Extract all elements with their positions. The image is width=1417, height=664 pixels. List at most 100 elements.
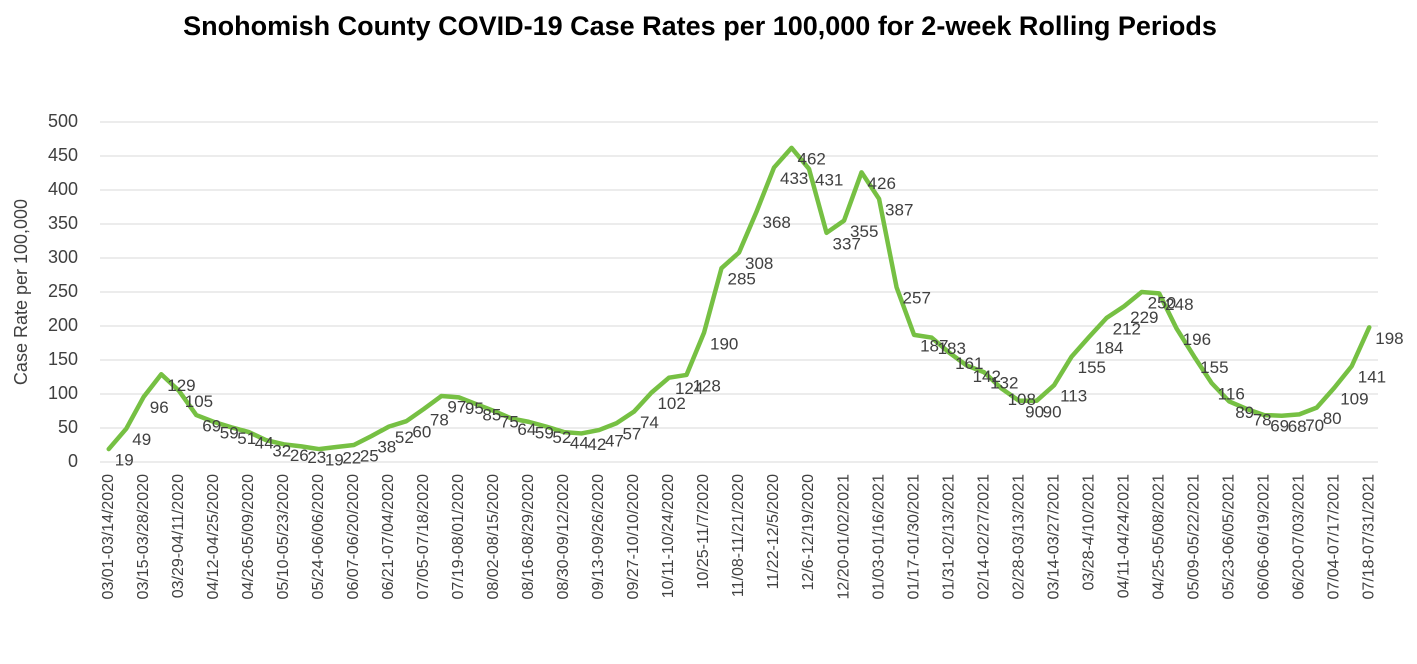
data-label: 285 [727, 270, 755, 289]
data-label: 229 [1130, 308, 1158, 327]
x-tick-label: 06/21-07/04/2020 [380, 474, 397, 600]
x-tick-label: 05/10-05/23/2020 [275, 474, 292, 600]
x-tick-label: 10/25-11/7/2020 [695, 474, 712, 589]
data-label: 250 [1148, 293, 1176, 312]
x-tick-label: 05/23-06/05/2021 [1220, 474, 1237, 600]
data-label: 368 [763, 213, 791, 232]
data-label: 90 [1043, 402, 1062, 421]
x-tick-label: 11/22-12/5/2020 [765, 474, 782, 589]
y-tick-label: 400 [48, 179, 78, 199]
data-label: 78 [430, 410, 449, 429]
data-label: 85 [482, 406, 501, 425]
data-label: 44 [255, 434, 274, 453]
data-label: 95 [465, 399, 484, 418]
y-tick-label: 100 [48, 383, 78, 403]
y-tick-label: 200 [48, 315, 78, 335]
data-label: 90 [1025, 402, 1044, 421]
x-tick-label: 04/12-04/25/2020 [205, 474, 222, 600]
y-axis-label: Case Rate per 100,000 [11, 199, 31, 385]
data-label: 25 [360, 446, 379, 465]
data-label: 308 [745, 254, 773, 273]
x-tick-label: 01/31-02/13/2021 [940, 474, 957, 600]
data-label: 38 [377, 438, 396, 457]
x-tick-label: 08/30-09/12/2020 [555, 474, 572, 600]
data-label: 89 [1235, 403, 1254, 422]
x-tick-label: 08/16-08/29/2020 [520, 474, 537, 600]
x-tick-label: 10/11-10/24/2020 [660, 474, 677, 598]
data-label: 116 [1218, 385, 1245, 404]
data-label: 57 [622, 425, 641, 444]
data-label: 32 [272, 442, 291, 461]
y-tick-label: 50 [58, 417, 78, 437]
data-label: 47 [605, 432, 624, 451]
data-label: 212 [1113, 319, 1141, 338]
data-label: 187 [920, 336, 948, 355]
data-label: 19 [115, 451, 134, 470]
data-label: 426 [868, 174, 896, 193]
x-tick-label: 12/20-01/02/2021 [835, 474, 852, 600]
data-label: 431 [815, 170, 843, 189]
data-label: 60 [412, 423, 431, 442]
data-label: 59 [220, 423, 239, 442]
x-tick-label: 04/25-05/08/2021 [1150, 474, 1167, 600]
x-tick-label: 11/08-11/21/2020 [730, 474, 747, 597]
data-label: 59 [535, 423, 554, 442]
chart-title: Snohomish County COVID-19 Case Rates per… [183, 11, 1217, 41]
y-tick-label: 300 [48, 247, 78, 267]
x-tick-label: 03/28-4/10/2021 [1080, 474, 1097, 591]
data-label: 23 [307, 448, 326, 467]
data-label: 102 [657, 394, 685, 413]
data-label: 109 [1340, 389, 1368, 408]
data-label: 78 [1253, 410, 1272, 429]
x-tick-label: 07/18-07/31/2021 [1360, 474, 1377, 600]
data-label: 75 [500, 412, 519, 431]
data-label: 132 [990, 374, 1018, 393]
y-tick-label: 500 [48, 111, 78, 131]
x-tick-label: 06/20-07/03/2021 [1290, 474, 1307, 600]
data-label: 19 [325, 451, 344, 470]
data-label: 387 [885, 200, 913, 219]
data-label: 42 [587, 435, 606, 454]
x-tick-label: 12/6-12/19/2020 [800, 474, 817, 591]
data-label: 22 [342, 449, 361, 468]
data-label: 161 [955, 354, 983, 373]
y-tick-label: 350 [48, 213, 78, 233]
x-tick-label: 03/15-03/28/2020 [135, 474, 152, 600]
x-tick-label: 03/14-03/27/2021 [1045, 474, 1062, 600]
x-tick-label: 07/05-07/18/2020 [415, 474, 432, 600]
data-label: 196 [1183, 330, 1211, 349]
x-tick-label: 03/29-04/11/2020 [170, 474, 187, 598]
data-label: 80 [1323, 409, 1342, 428]
data-label: 69 [202, 417, 221, 436]
data-label: 96 [150, 398, 169, 417]
data-label: 64 [517, 420, 536, 439]
data-label: 337 [833, 234, 861, 253]
y-tick-label: 150 [48, 349, 78, 369]
x-tick-label: 09/27-10/10/2020 [625, 474, 642, 600]
data-label: 52 [395, 428, 414, 447]
data-label: 44 [570, 434, 589, 453]
data-label: 113 [1060, 387, 1087, 406]
data-label: 355 [850, 222, 878, 241]
data-label: 74 [640, 413, 659, 432]
data-label: 198 [1375, 329, 1403, 348]
data-label: 129 [167, 376, 195, 395]
x-tick-label: 07/04-07/17/2021 [1325, 474, 1342, 600]
data-label: 52 [552, 428, 571, 447]
x-tick-label: 07/19-08/01/2020 [450, 474, 467, 600]
data-label: 248 [1165, 295, 1193, 314]
y-tick-label: 0 [68, 451, 78, 471]
data-label: 51 [237, 429, 256, 448]
data-label: 128 [692, 376, 720, 395]
data-label: 69 [1270, 417, 1289, 436]
data-label: 142 [973, 367, 1001, 386]
data-label: 97 [447, 398, 466, 417]
data-label: 108 [1008, 390, 1036, 409]
data-label: 155 [1078, 358, 1106, 377]
data-label: 105 [185, 392, 213, 411]
x-tick-label: 08/02-08/15/2020 [485, 474, 502, 600]
data-label: 49 [132, 430, 151, 449]
x-tick-label: 09/13-09/26/2020 [590, 474, 607, 600]
